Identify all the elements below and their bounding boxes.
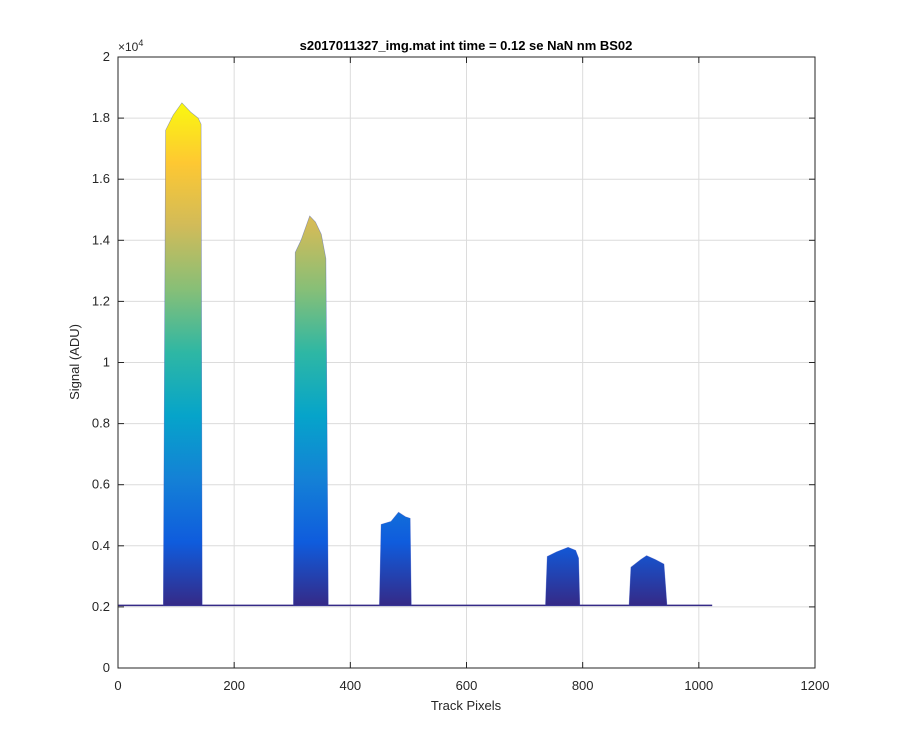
signal-peak-5 [628, 555, 668, 606]
y-axis-exponent: ×104 [118, 38, 143, 54]
signal-peak-4 [545, 546, 581, 606]
tick-labels: 0 200 400 600 800 1000 1200 0 0.2 0.4 0.6 0.8 1 1.2 1.… [92, 49, 830, 693]
y-tick-label-6: 1.2 [92, 293, 110, 308]
y-tick-label-8: 1.6 [92, 171, 110, 186]
x-tick-label-1: 200 [223, 678, 245, 693]
signal-peak-2 [293, 215, 329, 606]
y-tick-label-2: 0.4 [92, 538, 110, 553]
y-tick-label-5: 1 [103, 355, 110, 370]
axes [117, 56, 816, 669]
signal-peak-1 [162, 102, 203, 606]
y-axis-title: Signal (ADU) [67, 324, 82, 400]
y-tick-label-9: 1.8 [92, 110, 110, 125]
y-tick-label-10: 2 [103, 49, 110, 64]
chart-title: s2017011327_img.mat int time = 0.12 se N… [300, 38, 633, 53]
x-tick-label-6: 1200 [801, 678, 830, 693]
x-tick-label-4: 800 [572, 678, 594, 693]
signal-peak-3 [379, 511, 412, 606]
y-tick-label-0: 0 [103, 660, 110, 675]
x-tick-label-2: 400 [339, 678, 361, 693]
y-tick-label-3: 0.6 [92, 477, 110, 492]
y-tick-label-1: 0.2 [92, 599, 110, 614]
x-axis-title: Track Pixels [431, 698, 502, 713]
x-tick-label-3: 600 [456, 678, 478, 693]
y-tick-label-4: 0.8 [92, 416, 110, 431]
x-tick-label-0: 0 [114, 678, 121, 693]
x-tick-label-5: 1000 [684, 678, 713, 693]
data-layer [118, 102, 713, 607]
y-tick-label-7: 1.4 [92, 232, 110, 247]
